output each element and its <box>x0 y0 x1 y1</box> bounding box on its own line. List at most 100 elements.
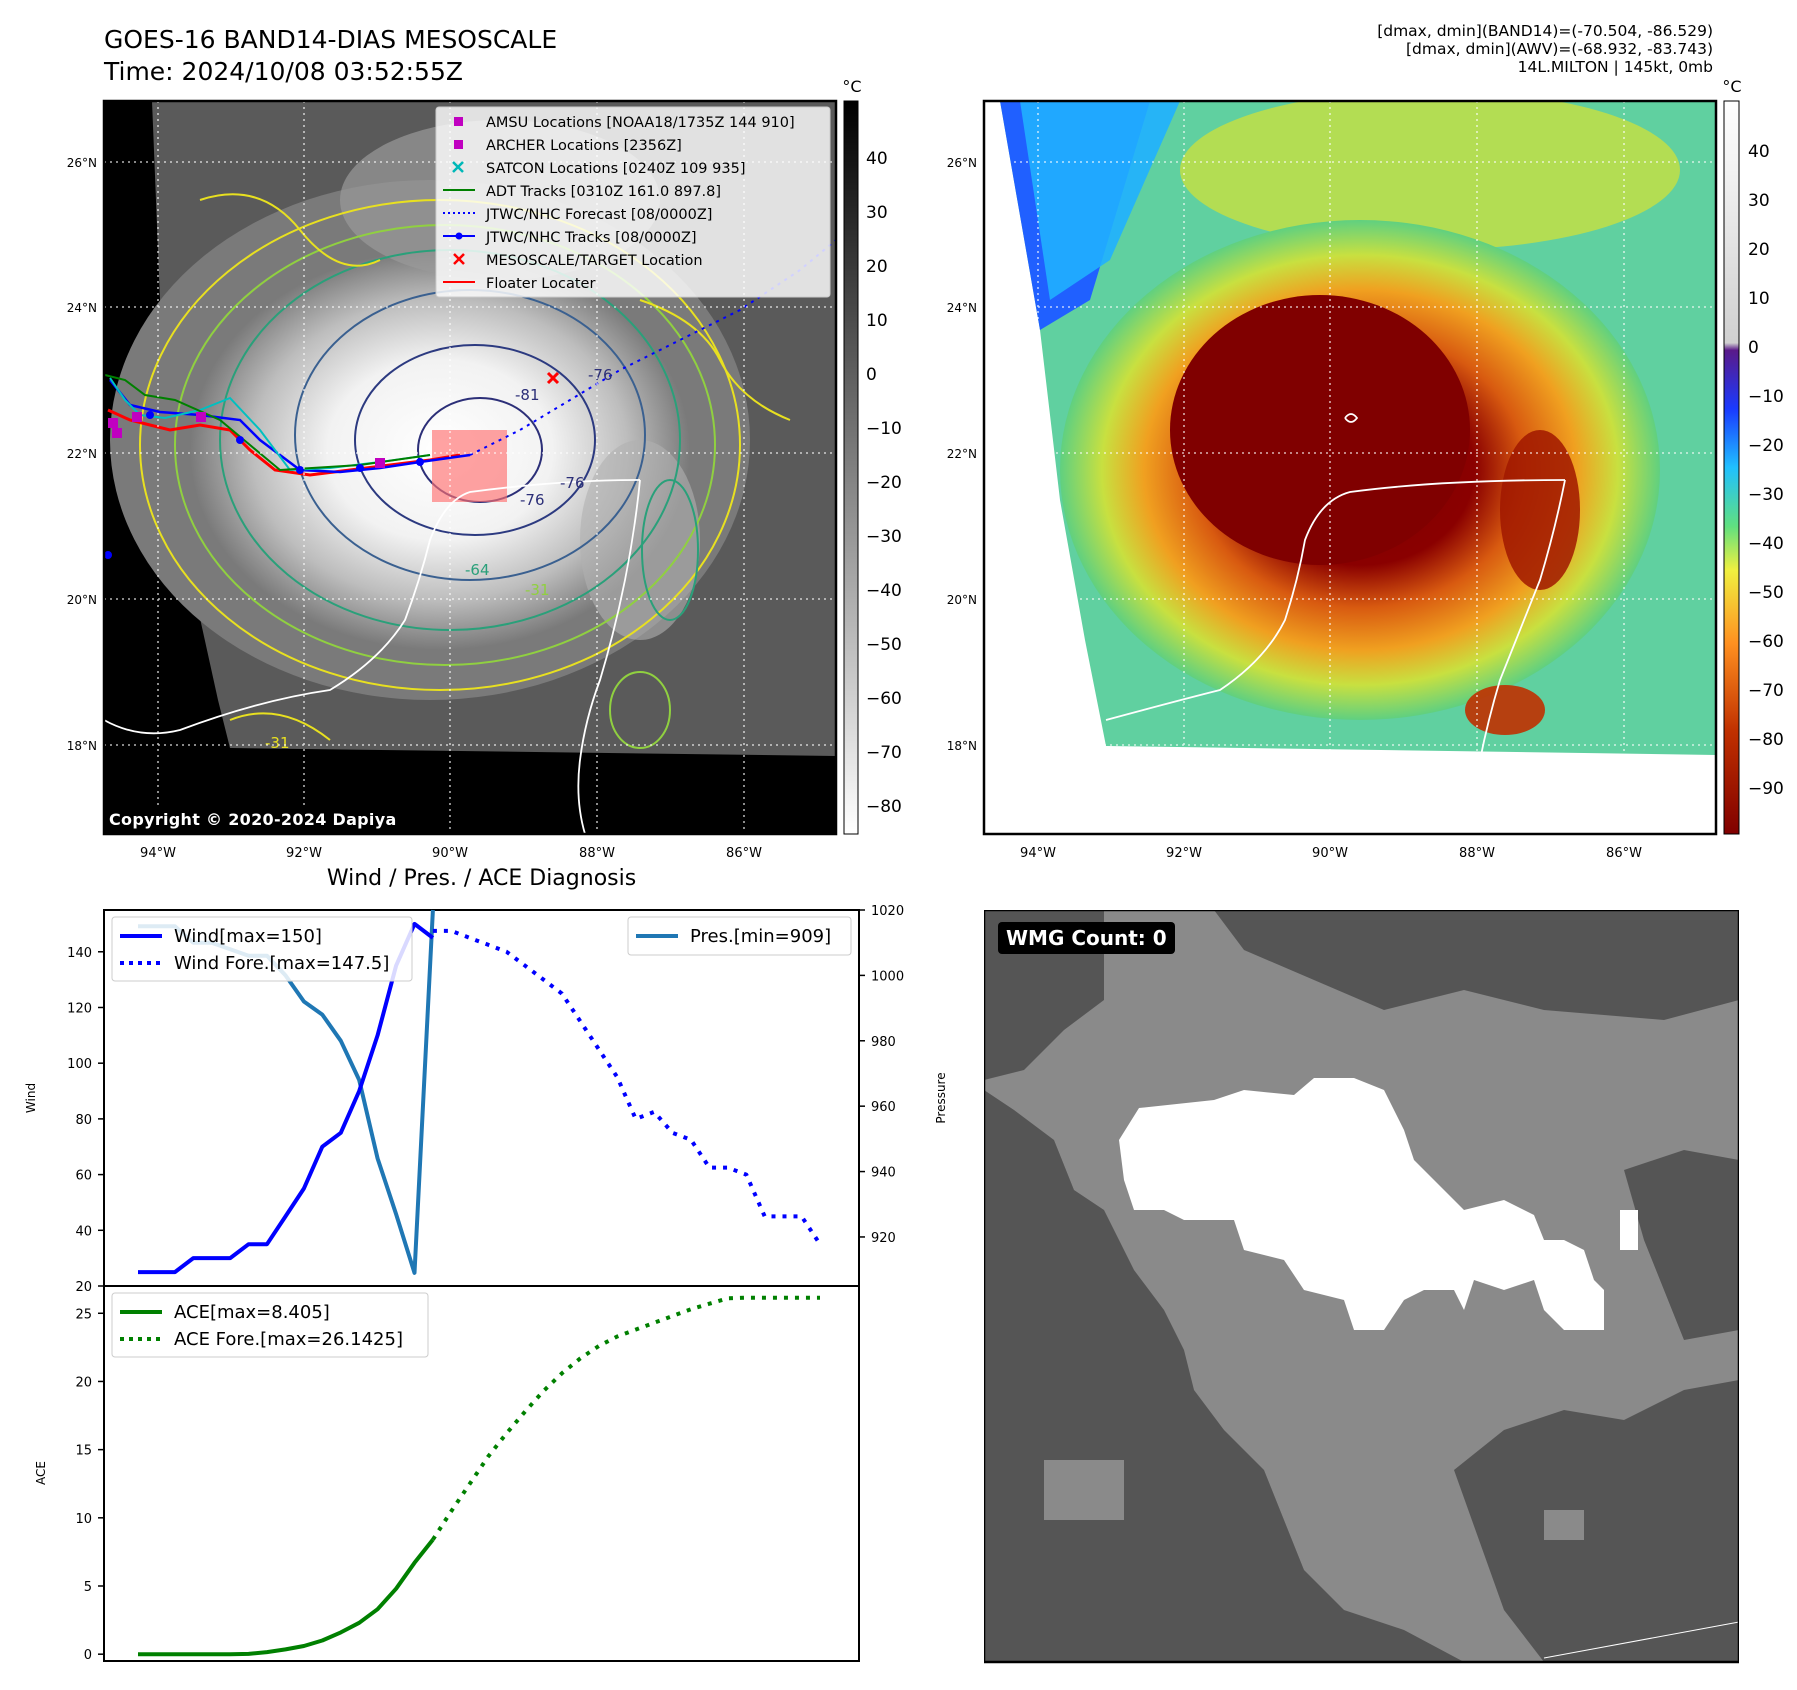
wind-legend: Wind[max=150] Wind Fore.[max=147.5] <box>111 916 413 982</box>
wmg-white-regions <box>1119 1078 1638 1330</box>
meta-info: [dmax, dmin](BAND14)=(-70.504, -86.529) … <box>1113 22 1713 76</box>
legend-wind-label: Wind[max=150] <box>174 926 322 947</box>
contour-label-2: -81 <box>515 386 540 404</box>
legend-ace-fore-label: ACE Fore.[max=26.1425] <box>174 1329 403 1350</box>
left-cb-tick: −30 <box>866 527 902 547</box>
ace-legend: ACE[max=8.405] ACE Fore.[max=26.1425] <box>111 1292 429 1358</box>
ace-tick-label: 15 <box>75 1444 92 1459</box>
right-lat-label: 18°N <box>947 739 977 753</box>
right-cb-tick: −60 <box>1748 632 1784 652</box>
left-colorbar-unit: °C <box>842 77 861 96</box>
contour-label-7: -31 <box>265 734 290 752</box>
ace-ylabel: ACE <box>34 1461 48 1485</box>
left-cb-tick: 10 <box>866 311 888 331</box>
right-coastline <box>1105 413 1566 761</box>
legend-satcon: SATCON Locations [0240Z 109 935] <box>486 161 745 177</box>
map-legend: AMSU Locations [NOAA18/1735Z 144 910] AR… <box>435 106 831 298</box>
right-lon-label: 92°W <box>1166 846 1202 861</box>
ace-panel-frame <box>103 1285 860 1662</box>
left-cb-tick: −40 <box>866 581 902 601</box>
pressure-legend: Pres.[min=909] <box>627 916 852 956</box>
legend-amsu-marker <box>454 117 463 126</box>
ir-map-figure: -76 -81 -76 -76 -64 -31 -31 AMSU Locatio… <box>67 77 1784 861</box>
left-lat-label: 20°N <box>67 593 97 607</box>
legend-forecast: JTWC/NHC Forecast [08/0000Z] <box>485 207 712 223</box>
wmg-mid-regions <box>1044 1460 1584 1570</box>
series-layer <box>138 909 822 1657</box>
left-lon-label: 86°W <box>726 846 762 861</box>
wind-ylabel: Wind <box>24 1083 38 1113</box>
wmg-count-badge: WMG Count: 0 <box>998 922 1175 954</box>
right-gridlines <box>984 101 1716 834</box>
right-cb-tick: 40 <box>1748 142 1770 162</box>
diagnosis-title: Wind / Pres. / ACE Diagnosis <box>326 866 637 891</box>
wind-tick-label: 20 <box>75 1280 92 1295</box>
right-lon-label: 88°W <box>1459 846 1495 861</box>
wind-tick-label: 80 <box>75 1113 92 1128</box>
left-cb-tick: −10 <box>866 419 902 439</box>
pressure-axis: 920 940 960 980 1000 1020 <box>859 904 904 1246</box>
legend-wind-fore-label: Wind Fore.[max=147.5] <box>174 953 389 974</box>
pressure-tick-label: 920 <box>871 1231 896 1246</box>
ace-series-line <box>138 1538 435 1657</box>
right-cb-tick: −70 <box>1748 681 1784 701</box>
right-lon-label: 90°W <box>1312 846 1348 861</box>
left-lon-label: 88°W <box>579 846 615 861</box>
pressure-tick-label: 1000 <box>871 969 904 984</box>
legend-adt: ADT Tracks [0310Z 161.0 897.8] <box>486 184 721 200</box>
ace-forecast-series-line <box>431 1295 820 1541</box>
left-colorbar <box>843 100 859 835</box>
wind-tick-label: 60 <box>75 1169 92 1184</box>
pressure-tick-label: 1020 <box>871 904 904 919</box>
right-lon-labels: 94°W 92°W 90°W 88°W 86°W <box>1020 846 1642 861</box>
left-cb-tick: 20 <box>866 257 888 277</box>
title-line-1: GOES-16 BAND14-DIAS MESOSCALE <box>104 25 558 54</box>
enhanced-ir-image <box>984 101 1716 834</box>
ace-tick-label: 0 <box>84 1648 92 1663</box>
meta-line-1: [dmax, dmin](BAND14)=(-70.504, -86.529) <box>1377 22 1713 40</box>
right-cb-tick: −30 <box>1748 485 1784 505</box>
legend-tracks-dot <box>455 232 463 240</box>
left-cb-tick: −80 <box>866 797 902 817</box>
right-cb-tick: 30 <box>1748 191 1770 211</box>
right-cb-tick: 10 <box>1748 289 1770 309</box>
legend-pres-label: Pres.[min=909] <box>690 926 831 947</box>
left-lat-label: 22°N <box>67 447 97 461</box>
pressure-tick-label: 960 <box>871 1100 896 1115</box>
right-lon-label: 94°W <box>1020 846 1056 861</box>
right-lat-label: 22°N <box>947 447 977 461</box>
left-cb-tick: 30 <box>866 203 888 223</box>
legend-target: MESOSCALE/TARGET Location <box>486 253 703 269</box>
right-cb-tick: −90 <box>1748 779 1784 799</box>
meta-line-2: [dmax, dmin](AWV)=(-68.932, -83.743) <box>1406 40 1713 58</box>
right-lat-label: 20°N <box>947 593 977 607</box>
copyright-badge: Copyright © 2020-2024 Dapiya <box>103 808 403 831</box>
left-lon-label: 94°W <box>140 846 176 861</box>
pressure-tick-label: 940 <box>871 1166 896 1181</box>
wmg-coastline <box>1543 1621 1739 1659</box>
contour-label-4: -76 <box>520 491 545 509</box>
wind-forecast-series-line <box>432 928 822 1246</box>
pressure-ylabel: Pressure <box>934 1072 948 1123</box>
wind-tick-label: 120 <box>67 1001 92 1016</box>
ace-axis: 0 5 10 15 20 25 <box>75 1307 104 1663</box>
right-colorbar-ticks: 40 30 20 10 0 −10 −20 −30 −40 −50 −60 −7… <box>1748 142 1784 799</box>
left-cb-tick: −50 <box>866 635 902 655</box>
right-lat-label: 26°N <box>947 156 977 170</box>
title-line-2: Time: 2024/10/08 03:52:55Z <box>104 57 463 86</box>
left-lat-labels: 26°N 24°N 22°N 20°N 18°N <box>67 156 97 753</box>
pressure-tick-label: 980 <box>871 1035 896 1050</box>
wind-tick-label: 100 <box>67 1057 92 1072</box>
legend-archer-marker <box>454 140 463 149</box>
legend-archer: ARCHER Locations [2356Z] <box>486 138 682 154</box>
ace-tick-label: 20 <box>75 1375 92 1390</box>
right-cb-tick: −20 <box>1748 436 1784 456</box>
wind-series-line <box>138 921 435 1275</box>
right-lon-label: 86°W <box>1606 846 1642 861</box>
contour-label-5: -64 <box>465 561 490 579</box>
ace-tick-label: 10 <box>75 1512 92 1527</box>
right-colorbar-unit: °C <box>1722 77 1741 96</box>
right-map-frame <box>982 99 1718 836</box>
left-colorbar-ticks: 40 30 20 10 0 −10 −20 −30 −40 −50 −60 −7… <box>866 149 902 817</box>
